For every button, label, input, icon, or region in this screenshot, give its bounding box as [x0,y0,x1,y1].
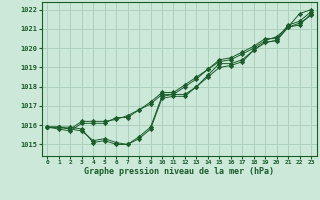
X-axis label: Graphe pression niveau de la mer (hPa): Graphe pression niveau de la mer (hPa) [84,167,274,176]
